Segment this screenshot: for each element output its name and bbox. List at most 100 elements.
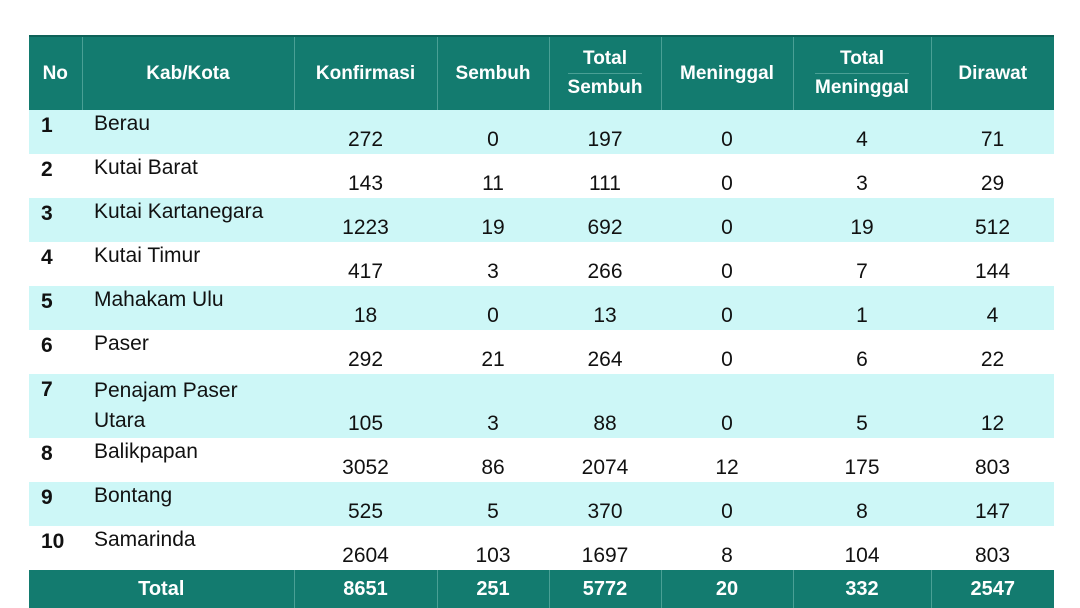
row-total-sembuh: 2074 <box>549 438 661 482</box>
total-meninggal: 20 <box>660 570 793 608</box>
row-meninggal: 0 <box>661 374 793 438</box>
table-row: 4 Kutai Timur 417 3 266 0 7 144 <box>29 242 1054 286</box>
row-kab-kota: Bontang <box>82 482 294 526</box>
table-row: 1 Berau 272 0 197 0 4 71 <box>29 110 1054 154</box>
row-total-meninggal: 5 <box>793 374 931 438</box>
row-dirawat: 803 <box>931 438 1054 482</box>
row-total-sembuh: 264 <box>549 330 661 374</box>
row-total-meninggal: 3 <box>793 154 931 198</box>
table-row: 2 Kutai Barat 143 11 111 0 3 29 <box>29 154 1054 198</box>
header-total-sembuh: Total Sembuh <box>548 36 661 110</box>
row-dirawat: 147 <box>931 482 1054 526</box>
row-kab-kota: Kutai Timur <box>82 242 294 286</box>
row-sembuh: 103 <box>437 526 549 570</box>
header-total-sembuh-text: Total Sembuh <box>567 45 643 102</box>
row-total-sembuh: 1697 <box>549 526 661 570</box>
table-row: 8 Balikpapan 3052 86 2074 12 175 803 <box>29 438 1054 482</box>
total-total-meninggal: 332 <box>792 570 931 608</box>
row-kab-kota-line1: Penajam Paser <box>94 379 238 402</box>
header-total-sembuh-line2: Sembuh <box>567 73 643 102</box>
row-total-sembuh: 370 <box>549 482 661 526</box>
total-sembuh: 251 <box>436 570 549 608</box>
row-total-sembuh: 692 <box>549 198 661 242</box>
row-konfirmasi: 143 <box>294 154 437 198</box>
total-total-sembuh: 5772 <box>548 570 661 608</box>
row-sembuh: 3 <box>437 242 549 286</box>
table-footer: Total 8651 251 5772 20 332 2547 <box>29 570 1054 608</box>
row-konfirmasi: 1223 <box>294 198 437 242</box>
header-meninggal: Meninggal <box>660 36 793 110</box>
row-kab-kota: Balikpapan <box>82 438 294 482</box>
row-konfirmasi: 525 <box>294 482 437 526</box>
row-dirawat: 22 <box>931 330 1054 374</box>
row-dirawat: 144 <box>931 242 1054 286</box>
header-total-meninggal: Total Meninggal <box>792 36 931 110</box>
row-meninggal: 0 <box>661 330 793 374</box>
table-row: 7 Penajam Paser Utara 105 3 88 0 5 12 <box>29 374 1054 438</box>
row-dirawat: 12 <box>931 374 1054 438</box>
row-sembuh: 11 <box>437 154 549 198</box>
header-dirawat: Dirawat <box>930 36 1054 110</box>
covid-case-table: No Kab/Kota Konfirmasi Sembuh Total Semb… <box>29 35 1054 608</box>
row-no: 8 <box>29 438 82 482</box>
header-sembuh: Sembuh <box>436 36 549 110</box>
row-kab-kota-line2: Utara <box>94 409 146 432</box>
row-sembuh: 19 <box>437 198 549 242</box>
row-kab-kota: Mahakam Ulu <box>82 286 294 330</box>
row-no: 1 <box>29 110 82 154</box>
row-kab-kota: Paser <box>82 330 294 374</box>
row-sembuh: 0 <box>437 286 549 330</box>
row-sembuh: 86 <box>437 438 549 482</box>
header-total-meninggal-line2: Meninggal <box>815 73 909 102</box>
header-total-meninggal-text: Total Meninggal <box>815 45 909 102</box>
row-no: 7 <box>29 374 82 438</box>
row-no: 6 <box>29 330 82 374</box>
row-meninggal: 0 <box>661 242 793 286</box>
row-total-meninggal: 4 <box>793 110 931 154</box>
row-no: 2 <box>29 154 82 198</box>
row-total-sembuh: 266 <box>549 242 661 286</box>
table-row: 5 Mahakam Ulu 18 0 13 0 1 4 <box>29 286 1054 330</box>
row-total-sembuh: 111 <box>549 154 661 198</box>
row-meninggal: 0 <box>661 110 793 154</box>
table-row: 10 Samarinda 2604 103 1697 8 104 803 <box>29 526 1054 570</box>
row-no: 10 <box>29 526 82 570</box>
row-dirawat: 512 <box>931 198 1054 242</box>
row-total-meninggal: 1 <box>793 286 931 330</box>
row-kab-kota: Berau <box>82 110 294 154</box>
header-kab-kota: Kab/Kota <box>81 36 294 110</box>
row-total-meninggal: 19 <box>793 198 931 242</box>
table-body: 1 Berau 272 0 197 0 4 71 2 Kutai Barat 1… <box>29 110 1054 570</box>
total-dirawat: 2547 <box>930 570 1054 608</box>
row-dirawat: 4 <box>931 286 1054 330</box>
row-sembuh: 21 <box>437 330 549 374</box>
row-konfirmasi: 18 <box>294 286 437 330</box>
row-kab-kota: Kutai Barat <box>82 154 294 198</box>
row-kab-kota: Penajam Paser Utara <box>82 374 294 438</box>
row-dirawat: 803 <box>931 526 1054 570</box>
row-konfirmasi: 272 <box>294 110 437 154</box>
row-sembuh: 0 <box>437 110 549 154</box>
row-meninggal: 0 <box>661 482 793 526</box>
total-label: Total <box>29 570 294 608</box>
row-total-meninggal: 8 <box>793 482 931 526</box>
row-total-sembuh: 88 <box>549 374 661 438</box>
row-total-sembuh: 13 <box>549 286 661 330</box>
row-total-meninggal: 7 <box>793 242 931 286</box>
row-total-meninggal: 104 <box>793 526 931 570</box>
row-meninggal: 0 <box>661 286 793 330</box>
row-kab-kota: Samarinda <box>82 526 294 570</box>
row-sembuh: 5 <box>437 482 549 526</box>
row-konfirmasi: 417 <box>294 242 437 286</box>
row-meninggal: 0 <box>661 154 793 198</box>
row-meninggal: 0 <box>661 198 793 242</box>
row-no: 9 <box>29 482 82 526</box>
row-dirawat: 29 <box>931 154 1054 198</box>
row-konfirmasi: 292 <box>294 330 437 374</box>
row-no: 3 <box>29 198 82 242</box>
row-konfirmasi: 2604 <box>294 526 437 570</box>
header-row: No Kab/Kota Konfirmasi Sembuh Total Semb… <box>29 36 1054 110</box>
header-konfirmasi: Konfirmasi <box>293 36 437 110</box>
total-konfirmasi: 8651 <box>293 570 437 608</box>
row-dirawat: 71 <box>931 110 1054 154</box>
